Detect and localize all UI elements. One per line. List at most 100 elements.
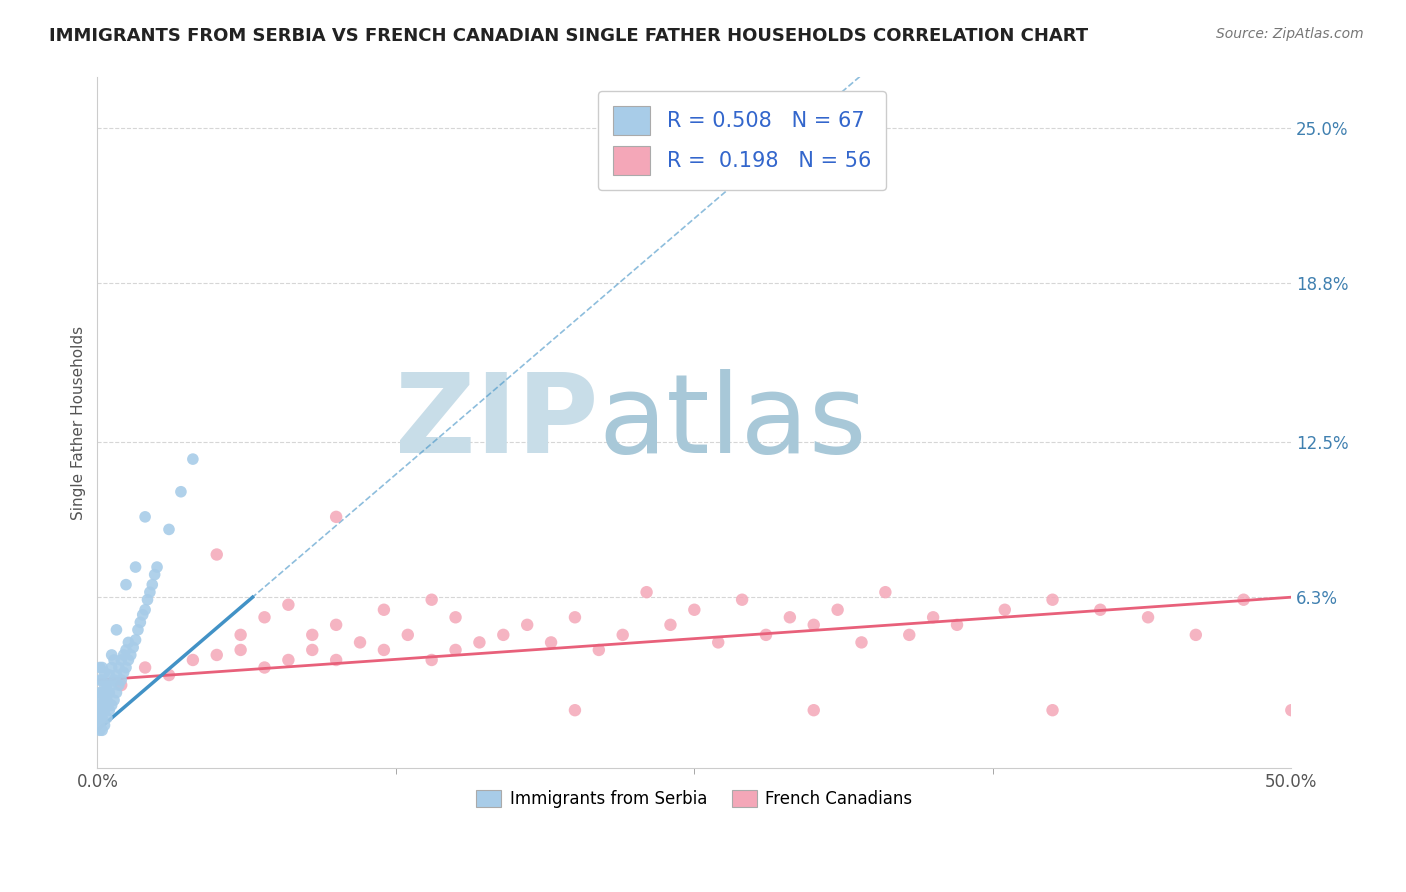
Point bbox=[1232, 592, 1254, 607]
Point bbox=[134, 509, 156, 524]
Point bbox=[444, 643, 467, 657]
Point bbox=[112, 648, 135, 662]
Point bbox=[100, 698, 122, 713]
Point bbox=[492, 628, 515, 642]
Point bbox=[205, 548, 228, 562]
Point bbox=[122, 640, 145, 655]
Point bbox=[181, 452, 204, 467]
Point bbox=[112, 665, 135, 680]
Point bbox=[803, 617, 825, 632]
Point bbox=[468, 635, 491, 649]
Point bbox=[89, 703, 111, 717]
Point bbox=[588, 643, 610, 657]
Point bbox=[98, 703, 121, 717]
Point bbox=[115, 660, 138, 674]
Point bbox=[373, 643, 395, 657]
Point bbox=[420, 653, 443, 667]
Point bbox=[755, 628, 778, 642]
Point bbox=[325, 617, 347, 632]
Point bbox=[301, 643, 323, 657]
Point bbox=[373, 603, 395, 617]
Point bbox=[540, 635, 562, 649]
Point bbox=[132, 607, 155, 622]
Point bbox=[89, 685, 111, 699]
Point bbox=[143, 567, 166, 582]
Point bbox=[564, 610, 586, 624]
Point bbox=[110, 678, 132, 692]
Point bbox=[100, 678, 122, 692]
Text: Source: ZipAtlas.com: Source: ZipAtlas.com bbox=[1216, 27, 1364, 41]
Point bbox=[89, 693, 111, 707]
Point bbox=[325, 653, 347, 667]
Point bbox=[91, 723, 114, 738]
Point bbox=[659, 617, 682, 632]
Point bbox=[898, 628, 921, 642]
Point bbox=[96, 693, 118, 707]
Point bbox=[564, 703, 586, 717]
Point bbox=[229, 643, 252, 657]
Point bbox=[1090, 603, 1112, 617]
Point bbox=[105, 685, 128, 699]
Point bbox=[117, 653, 139, 667]
Point bbox=[120, 648, 142, 662]
Point bbox=[89, 673, 111, 687]
Point bbox=[115, 643, 138, 657]
Point bbox=[277, 653, 299, 667]
Point bbox=[253, 660, 276, 674]
Point bbox=[117, 635, 139, 649]
Point bbox=[946, 617, 969, 632]
Point bbox=[1137, 610, 1160, 624]
Point bbox=[124, 560, 146, 574]
Point bbox=[157, 523, 180, 537]
Point bbox=[100, 660, 122, 674]
Point bbox=[277, 598, 299, 612]
Point bbox=[89, 708, 111, 723]
Point bbox=[96, 678, 118, 692]
Point bbox=[110, 673, 132, 687]
Point bbox=[93, 678, 115, 692]
Point bbox=[181, 653, 204, 667]
Point bbox=[139, 585, 162, 599]
Point bbox=[105, 623, 128, 637]
Point bbox=[93, 698, 115, 713]
Point bbox=[146, 560, 169, 574]
Point bbox=[875, 585, 897, 599]
Point bbox=[922, 610, 945, 624]
Point bbox=[105, 668, 128, 682]
Point bbox=[301, 628, 323, 642]
Point bbox=[96, 685, 118, 699]
Point bbox=[157, 668, 180, 682]
Point bbox=[108, 660, 131, 674]
Point bbox=[1185, 628, 1208, 642]
Point bbox=[93, 703, 115, 717]
Point bbox=[253, 610, 276, 624]
Point bbox=[124, 632, 146, 647]
Point bbox=[110, 653, 132, 667]
Point bbox=[103, 653, 125, 667]
Point bbox=[98, 668, 121, 682]
Point bbox=[136, 592, 159, 607]
Point bbox=[349, 635, 371, 649]
Point bbox=[96, 711, 118, 725]
Point bbox=[89, 723, 111, 738]
Text: ZIP: ZIP bbox=[395, 369, 599, 476]
Point bbox=[731, 592, 754, 607]
Point bbox=[103, 673, 125, 687]
Point bbox=[707, 635, 730, 649]
Point bbox=[89, 713, 111, 727]
Legend: Immigrants from Serbia, French Canadians: Immigrants from Serbia, French Canadians bbox=[470, 783, 920, 815]
Point bbox=[100, 648, 122, 662]
Point bbox=[103, 693, 125, 707]
Point bbox=[994, 603, 1017, 617]
Point bbox=[205, 648, 228, 662]
Point bbox=[141, 577, 163, 591]
Point bbox=[91, 711, 114, 725]
Point bbox=[444, 610, 467, 624]
Point bbox=[134, 660, 156, 674]
Point bbox=[89, 718, 111, 732]
Point bbox=[851, 635, 873, 649]
Point bbox=[108, 678, 131, 692]
Text: IMMIGRANTS FROM SERBIA VS FRENCH CANADIAN SINGLE FATHER HOUSEHOLDS CORRELATION C: IMMIGRANTS FROM SERBIA VS FRENCH CANADIA… bbox=[49, 27, 1088, 45]
Point bbox=[93, 665, 115, 680]
Point bbox=[229, 628, 252, 642]
